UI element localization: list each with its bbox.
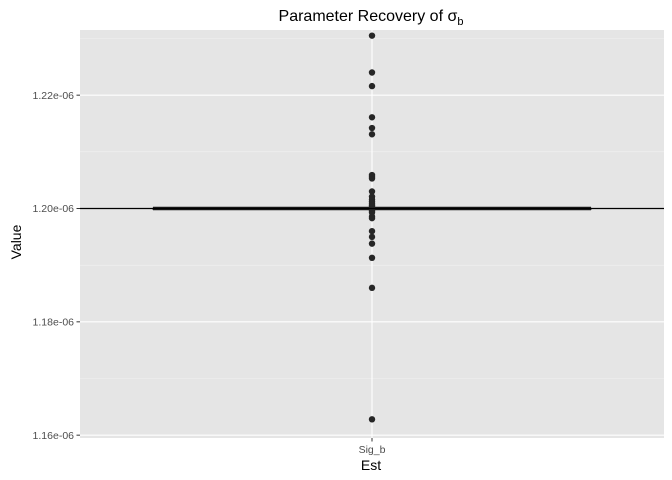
data-point xyxy=(368,240,376,247)
data-point xyxy=(368,114,376,121)
data-point xyxy=(368,214,376,222)
data-point xyxy=(368,82,376,90)
data-point xyxy=(368,175,376,182)
x-tick-label: Sig_b xyxy=(359,444,386,456)
data-point xyxy=(368,32,376,39)
data-point xyxy=(368,416,376,423)
x-axis: Sig_b xyxy=(359,438,386,456)
y-tick-label: 1.20e-06 xyxy=(33,203,75,215)
data-point xyxy=(368,284,376,292)
data-point xyxy=(368,131,376,138)
data-point xyxy=(368,227,376,235)
data-point xyxy=(368,69,376,76)
data-point xyxy=(368,233,376,241)
data-point xyxy=(368,188,376,195)
y-tick-label: 1.18e-06 xyxy=(33,316,75,328)
data-points xyxy=(368,32,376,423)
chart-title: Parameter Recovery of σb xyxy=(279,8,464,28)
data-point xyxy=(368,124,376,132)
y-axis-title: Value xyxy=(8,224,24,259)
data-point xyxy=(368,254,376,261)
y-axis: 1.16e-06 1.18e-06 1.20e-06 1.22e-06 xyxy=(33,90,80,442)
x-axis-title: Est xyxy=(361,457,381,473)
y-tick-label: 1.22e-06 xyxy=(33,90,75,102)
y-tick-label: 1.16e-06 xyxy=(33,430,75,442)
